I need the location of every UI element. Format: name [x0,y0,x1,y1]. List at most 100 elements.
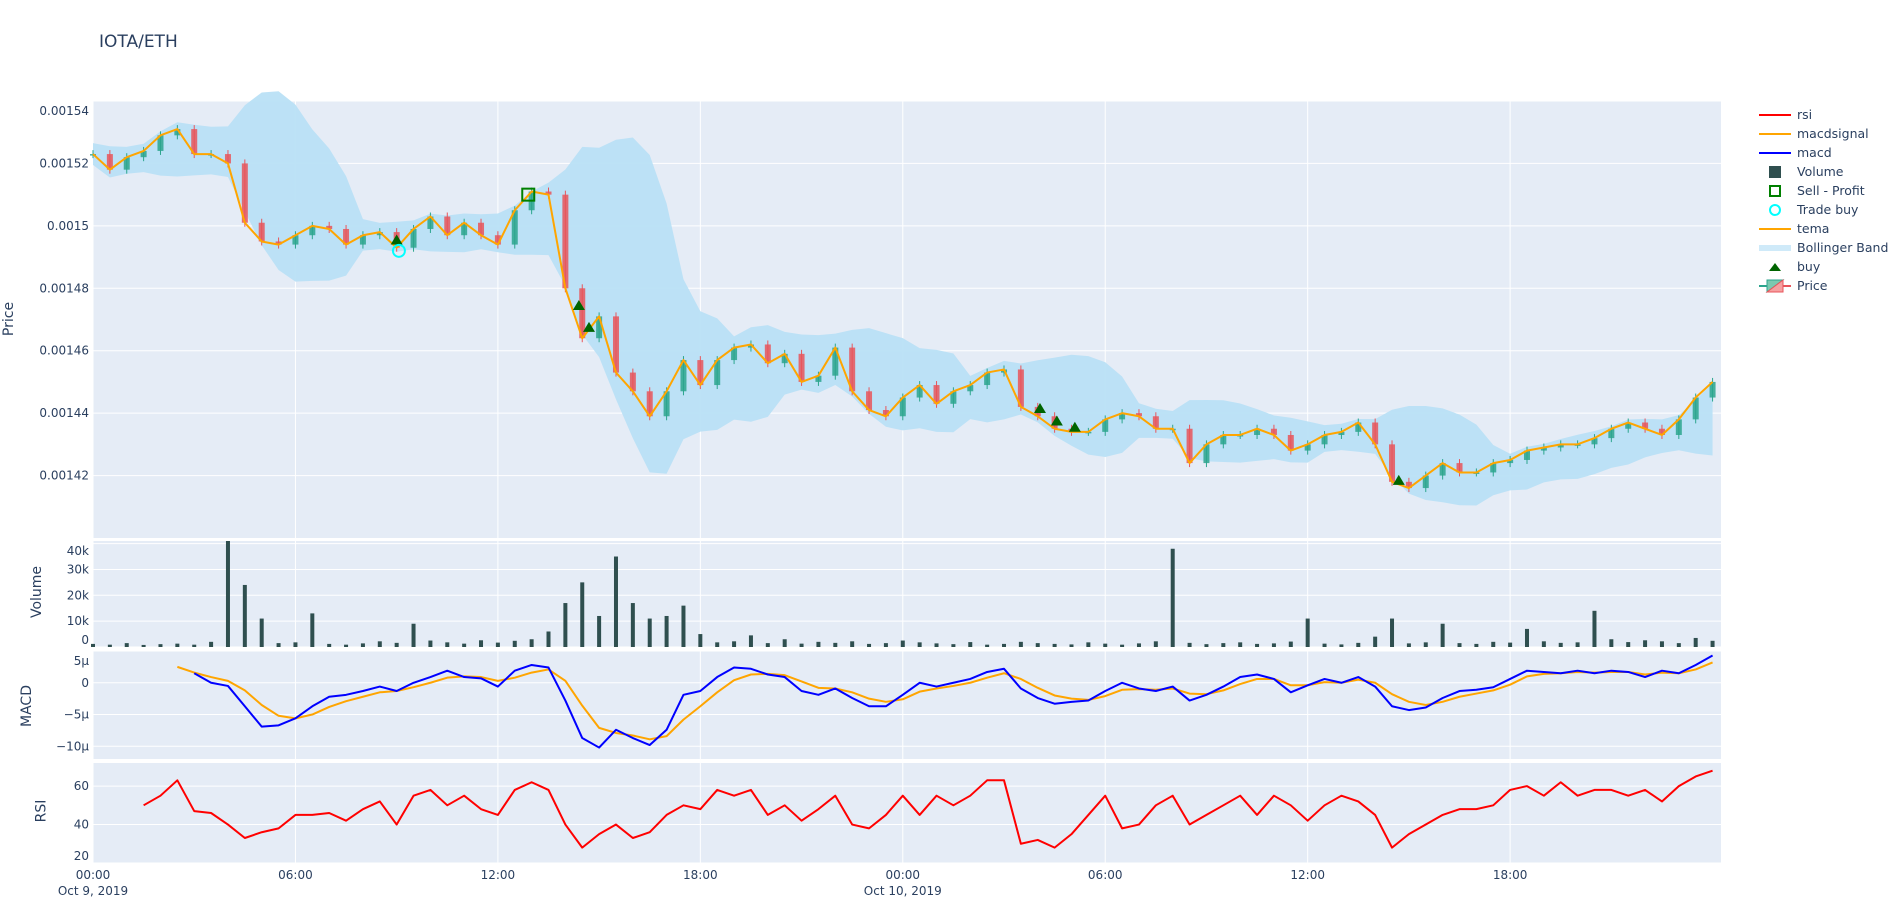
volume-bar [209,641,214,647]
candle-body [191,129,198,155]
candle-body [1119,413,1126,420]
volume-y-tick-label: 0 [81,633,89,647]
volume-bar [1558,642,1563,647]
volume-panel-background [93,541,1721,647]
macd-panel-background [93,651,1721,759]
volume-bar [664,615,669,647]
candle-body [174,129,181,136]
legend-label: rsi [1797,107,1813,122]
volume-bar [1002,643,1007,647]
candle [1642,418,1649,433]
legend-item-macdsignal[interactable]: macdsignal [1757,124,1888,143]
candle-body [747,344,754,348]
candle [1017,365,1024,411]
macdsignal-line [177,661,1713,741]
volume-bar [732,641,737,647]
candle-body [697,360,704,386]
volume-bar [715,642,720,647]
volume-bar [259,618,264,647]
rsi-panel-background [93,763,1721,863]
volume-bar [1457,643,1462,647]
buy-marker [1033,403,1046,414]
volume-bar [1204,644,1209,647]
volume-bar [141,644,146,647]
macd-y-tick-label: −10μ [56,739,89,753]
candle-body [224,154,231,164]
volume-bar [1423,642,1428,647]
volume-bar [1069,644,1074,647]
candle-body [1287,434,1294,451]
candle-body [106,154,113,170]
candle [1507,455,1514,468]
candle-body [444,216,451,236]
candle [1405,477,1412,493]
candle-body [1507,459,1514,464]
price-y-tick-label: 0.00148 [39,281,89,295]
candle-body [916,385,923,398]
volume-bar [1187,642,1192,647]
volume-bar [934,643,939,647]
candle-body [309,225,316,236]
candle [1658,424,1665,439]
volume-bar [310,613,315,647]
square-open-icon [1769,184,1781,197]
candle [747,340,754,352]
candle [1456,459,1463,477]
volume-bar [917,642,922,647]
legend-item-tema[interactable]: tema [1757,219,1888,238]
candle-body [646,391,653,417]
buy-marker [1050,415,1063,426]
candle [1304,440,1311,455]
volume-y-tick-label: 30k [67,562,89,576]
volume-bar [1120,644,1125,647]
price-y-tick-label: 0.00152 [39,156,89,170]
volume-bar [1035,643,1040,647]
candle-body [680,360,687,392]
candle-body [1254,428,1261,435]
candle-body [832,347,839,376]
legend-item-volume[interactable]: Volume [1757,162,1888,181]
candle-body [343,228,350,245]
legend-item-sell-profit[interactable]: Sell - Profit [1757,181,1888,200]
volume-bar [1356,642,1361,647]
legend-item-macd[interactable]: macd [1757,143,1888,162]
volume-bar [1508,642,1513,647]
volume-bar [158,644,163,647]
candle-body [1422,475,1429,489]
volume-bar [276,643,281,647]
rsi-y-tick-label: 40 [74,818,89,832]
volume-bar [1676,643,1681,647]
volume-bar [411,623,416,647]
volume-bar [765,643,770,647]
volume-bar [1626,642,1631,647]
legend-item-price[interactable]: Price [1757,276,1888,295]
candle-body [1304,444,1311,451]
candle-body [258,222,265,242]
legend-item-bollinger-band[interactable]: Bollinger Band [1757,238,1888,257]
candle-body [882,410,889,417]
volume-bar [782,639,787,647]
candle [1119,409,1126,424]
candle [174,125,181,140]
legend-item-buy[interactable]: buy [1757,257,1888,276]
macd-y-tick-label: 5μ [74,654,90,668]
macd-line [193,654,1714,749]
volume-bar [192,644,197,647]
legend-item-rsi[interactable]: rsi [1757,105,1888,124]
legend-label: Sell - Profit [1797,183,1865,198]
candle [1523,446,1530,464]
candle [849,343,856,396]
volume-bar [377,641,382,647]
chart-title: IOTA/ETH [99,32,178,52]
macd-y-tick-label: −5μ [64,708,90,722]
candle-body [1220,434,1227,445]
candle [1220,430,1227,449]
legend-label: Trade buy [1797,202,1859,217]
volume-bar [529,639,534,647]
legend-item-trade-buy[interactable]: Trade buy [1757,200,1888,219]
candle [494,231,501,249]
candle [680,356,687,396]
volume-bar [1052,643,1057,647]
candle [1135,409,1142,421]
